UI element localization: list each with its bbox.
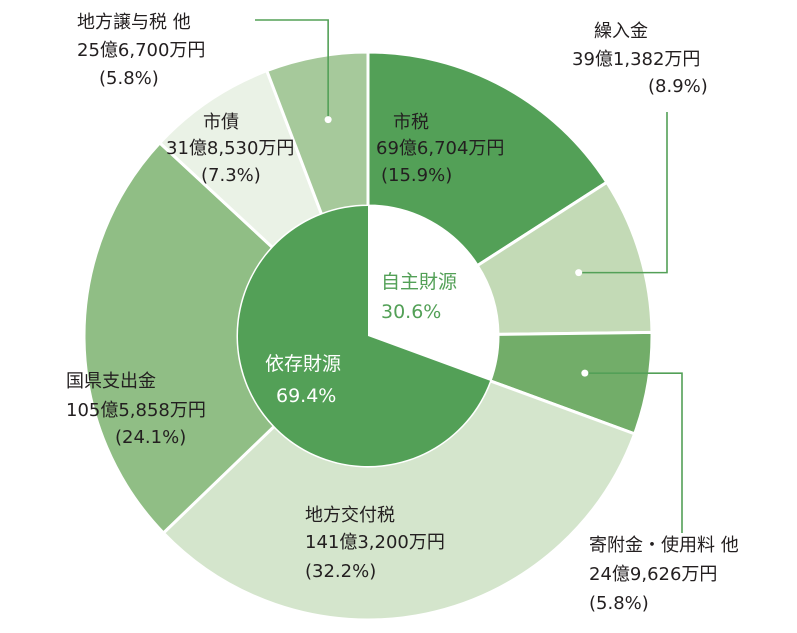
label-kokkenshishutsukin: 国県支出金 105億5,858万円 (24.1%) <box>66 371 212 448</box>
label-chihojoyozei: 地方譲与税 他 25億6,700万円 (5.8%) <box>77 12 211 89</box>
outer-ring <box>82 50 654 622</box>
kifukin-leader <box>584 372 683 533</box>
inner-slice-0 <box>368 206 498 381</box>
kifukin-leader-dot <box>581 369 589 377</box>
label-shisai: 市債 31億8,530万円 (7.3%) <box>166 112 300 186</box>
label-chihokofuzei: 地方交付税 141億3,200万円 (32.2%) <box>305 505 451 582</box>
leader-lines <box>255 19 683 533</box>
label-izonzaigen: 依存財源 69.4% <box>265 353 347 407</box>
kuriirekin-leader <box>578 112 668 274</box>
label-kifukin: 寄附金・使用料 他 24億9,626万円 (5.8%) <box>589 535 744 614</box>
label-kuriirekin: 繰入金 39億1,382万円 (8.9%) <box>572 21 708 97</box>
chihojoyozei-leader-dot <box>324 116 332 124</box>
inner-slice-1 <box>237 206 491 466</box>
kuriirekin-leader-dot <box>575 269 583 277</box>
label-jishuzaigen: 自主財源 30.6% <box>381 271 463 323</box>
label-shizei: 市税 69億6,704万円 (15.9%) <box>376 112 510 186</box>
inner-ring <box>237 206 498 466</box>
chihojoyozei-leader <box>255 19 329 120</box>
